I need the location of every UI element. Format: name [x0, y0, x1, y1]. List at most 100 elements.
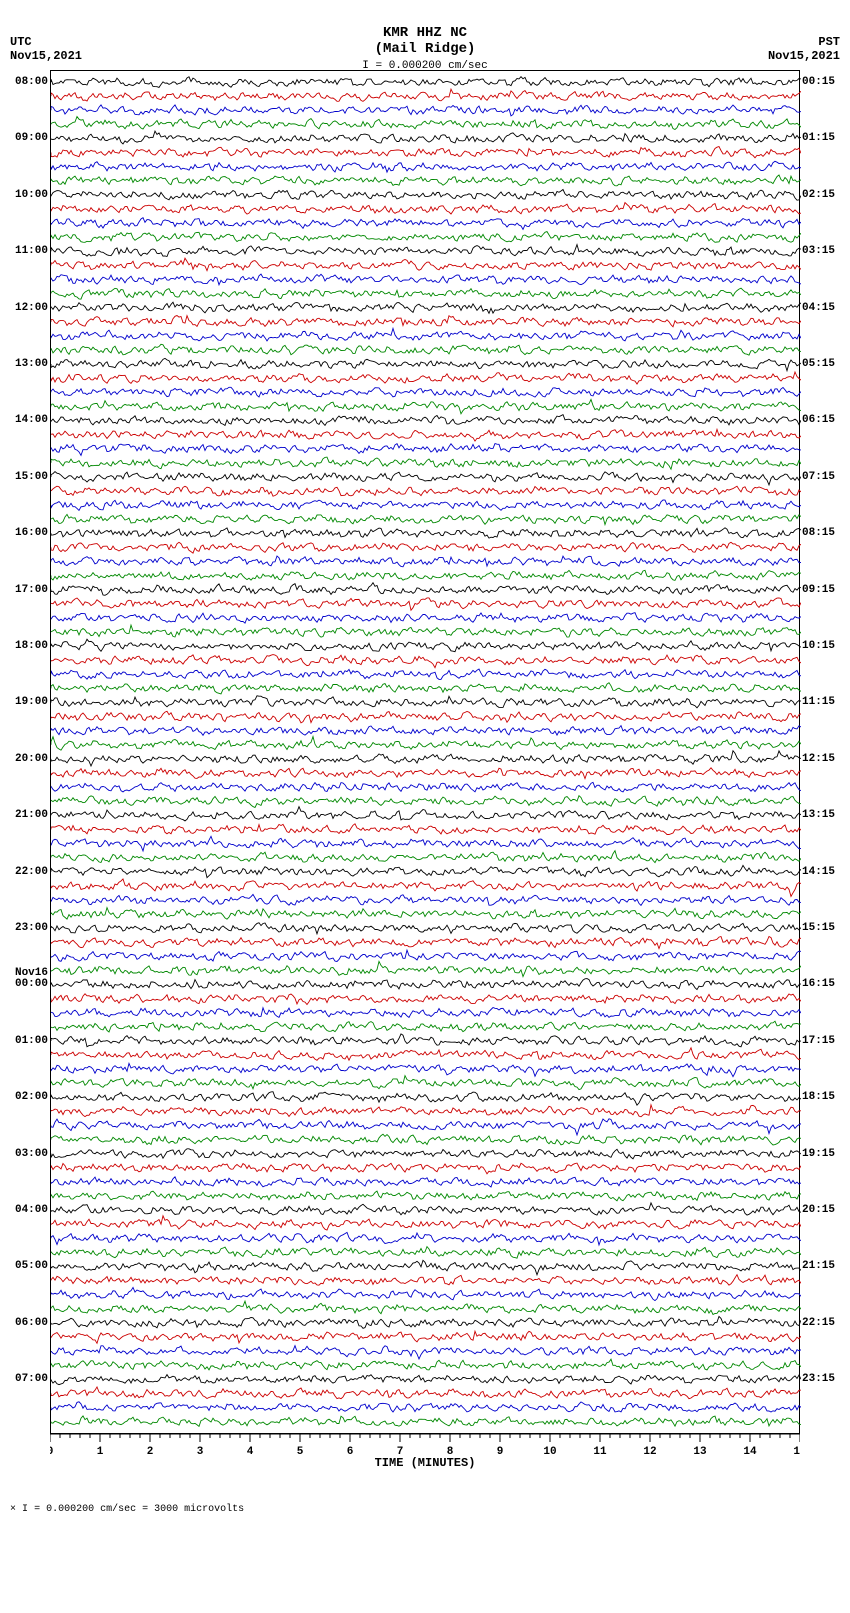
- x-axis-label: TIME (MINUTES): [375, 1456, 476, 1470]
- pst-hour-label: 01:15: [799, 132, 835, 144]
- utc-hour-label: 00:00: [15, 978, 51, 990]
- pst-hour-label: 18:15: [799, 1091, 835, 1103]
- seismic-trace: [51, 514, 801, 524]
- seismic-trace: [51, 1287, 801, 1300]
- seismic-trace: [51, 387, 801, 397]
- footer-prefix: ×: [10, 1504, 16, 1515]
- footer-note: × I = 0.000200 cm/sec = 3000 microvolts: [10, 1504, 840, 1515]
- pst-hour-label: 06:15: [799, 414, 835, 426]
- seismic-trace: [51, 1275, 801, 1286]
- pst-hour-label: 07:15: [799, 471, 835, 483]
- header-left: UTC Nov15,2021: [10, 35, 82, 63]
- utc-date: Nov15,2021: [10, 49, 82, 63]
- utc-hour-label: 09:00: [15, 132, 51, 144]
- seismic-trace: [51, 175, 801, 186]
- seismic-trace: [51, 796, 801, 808]
- seismic-trace: [51, 923, 801, 934]
- seismic-trace: [51, 472, 801, 485]
- seismic-trace: [51, 894, 801, 905]
- seismic-trace: [51, 131, 801, 144]
- day-break-label: Nov16: [15, 967, 51, 979]
- seismic-trace: [51, 961, 801, 976]
- utc-hour-label: 20:00: [15, 753, 51, 765]
- seismic-trace: [51, 1331, 801, 1343]
- pst-hour-label: 04:15: [799, 302, 835, 314]
- seismic-trace: [51, 528, 801, 538]
- seismic-trace: [51, 726, 801, 736]
- pst-hour-label: 00:15: [799, 76, 835, 88]
- seismic-trace: [51, 583, 801, 596]
- svg-text:12: 12: [643, 1446, 656, 1456]
- seismic-trace: [51, 147, 801, 158]
- pst-label: PST: [768, 35, 840, 49]
- seismic-trace: [51, 639, 801, 651]
- seismic-trace: [51, 865, 801, 877]
- svg-text:8: 8: [447, 1446, 454, 1456]
- pst-hour-label: 15:15: [799, 922, 835, 934]
- seismic-trace: [51, 302, 801, 313]
- utc-hour-label: 13:00: [15, 358, 51, 370]
- seismic-trace: [51, 486, 801, 496]
- seismic-trace: [51, 768, 801, 779]
- svg-text:7: 7: [397, 1446, 404, 1456]
- pst-hour-label: 16:15: [799, 978, 835, 990]
- utc-hour-label: 19:00: [15, 696, 51, 708]
- seismic-trace: [51, 1359, 801, 1370]
- seismic-trace: [51, 1375, 801, 1385]
- seismic-trace: [51, 500, 801, 510]
- utc-hour-label: 22:00: [15, 866, 51, 878]
- seismic-trace: [51, 879, 801, 896]
- seismic-trace: [51, 415, 801, 426]
- utc-hour-label: 23:00: [15, 922, 51, 934]
- seismic-trace: [51, 1232, 801, 1245]
- pst-hour-label: 17:15: [799, 1035, 835, 1047]
- pst-hour-label: 02:15: [799, 189, 835, 201]
- pst-hour-label: 09:15: [799, 584, 835, 596]
- pst-hour-label: 19:15: [799, 1148, 835, 1160]
- utc-label: UTC: [10, 35, 82, 49]
- seismic-trace: [51, 851, 801, 863]
- seismic-trace: [51, 399, 801, 413]
- seismic-trace: [51, 1247, 801, 1259]
- seismic-trace: [51, 1021, 801, 1032]
- seismic-trace: [51, 824, 801, 835]
- x-axis-svg: 0123456789101112131415: [50, 1434, 800, 1456]
- pst-hour-label: 20:15: [799, 1204, 835, 1216]
- seismic-trace: [51, 105, 801, 116]
- seismic-trace: [51, 1092, 801, 1105]
- header: UTC Nov15,2021 KMR HHZ NC (Mail Ridge) P…: [10, 10, 840, 70]
- seismic-trace: [51, 1416, 801, 1426]
- seismic-trace: [51, 1402, 801, 1412]
- seismogram-container: UTC Nov15,2021 KMR HHZ NC (Mail Ridge) P…: [10, 10, 840, 1515]
- station-name: (Mail Ridge): [375, 41, 476, 57]
- seismic-trace: [51, 89, 801, 101]
- seismic-trace: [51, 1007, 801, 1017]
- seismic-trace: [51, 328, 801, 340]
- footer-text: = 0.000200 cm/sec = 3000 microvolts: [34, 1504, 244, 1515]
- utc-hour-label: 02:00: [15, 1091, 51, 1103]
- seismic-trace: [51, 1301, 801, 1314]
- seismic-trace: [51, 457, 801, 469]
- seismic-trace: [51, 737, 801, 751]
- pst-date: Nov15,2021: [768, 49, 840, 63]
- seismic-trace: [51, 570, 801, 580]
- seismic-trace: [51, 542, 801, 553]
- seismic-trace: [51, 836, 801, 851]
- seismic-trace: [51, 1149, 801, 1159]
- utc-hour-label: 05:00: [15, 1260, 51, 1272]
- svg-text:0: 0: [50, 1446, 53, 1456]
- seismic-trace: [51, 751, 801, 766]
- seismic-trace: [51, 1048, 801, 1060]
- utc-hour-label: 21:00: [15, 809, 51, 821]
- pst-hour-label: 12:15: [799, 753, 835, 765]
- seismic-trace: [51, 189, 801, 200]
- utc-hour-label: 15:00: [15, 471, 51, 483]
- seismic-trace: [51, 372, 801, 384]
- utc-hour-label: 10:00: [15, 189, 51, 201]
- seismic-trace: [51, 1163, 801, 1174]
- utc-hour-label: 07:00: [15, 1373, 51, 1385]
- seismic-trace: [51, 1177, 801, 1187]
- seismic-trace: [51, 625, 801, 637]
- utc-hour-label: 08:00: [15, 76, 51, 88]
- seismic-trace: [51, 782, 801, 791]
